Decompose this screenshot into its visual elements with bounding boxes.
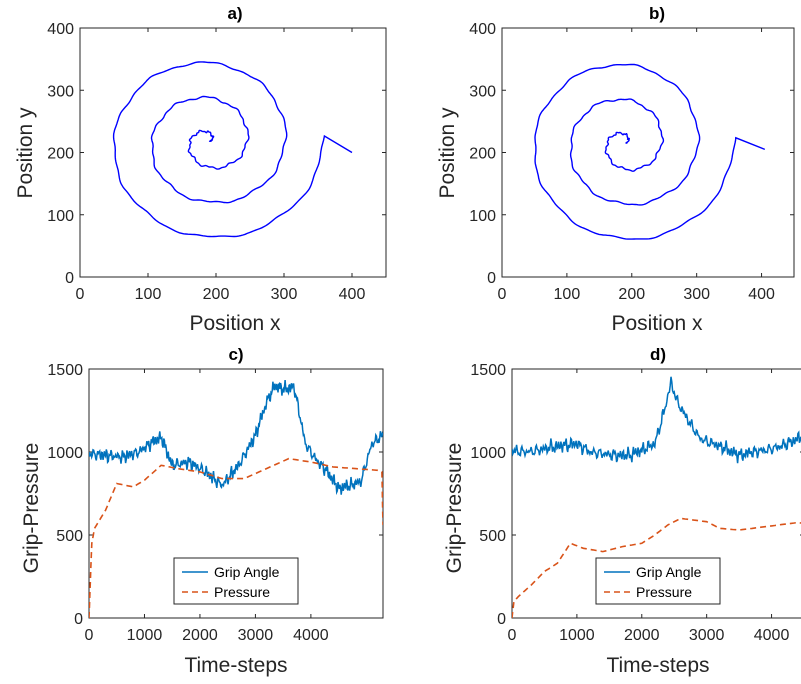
y-tick-label: 0 [497, 611, 506, 628]
panel-d: d) Time-steps Grip-Pressure 0 1000 2000 300… [443, 345, 801, 677]
panel-a-xlabel: Position x [189, 312, 281, 335]
y-tick-label: 0 [74, 611, 83, 628]
panel-b: b) Position x Position y 0 100 200 300 400 0 1… [436, 4, 795, 335]
y-tick-label: 500 [56, 528, 83, 545]
x-tick-label: 2000 [624, 627, 660, 644]
x-tick-label: 200 [618, 286, 645, 303]
axes-box-panel-a [79, 27, 387, 278]
y-tick-label: 200 [47, 146, 74, 163]
y-tick-label: 0 [487, 270, 496, 287]
x-tick-label: 100 [554, 286, 581, 303]
series-pressure [512, 517, 801, 618]
panel-c-xlabel: Time-steps [184, 654, 287, 677]
series-grip-angle [512, 376, 801, 464]
x-tick-label: 100 [135, 286, 162, 303]
x-tick-label: 400 [339, 286, 366, 303]
y-tick-label: 1500 [47, 362, 83, 379]
x-tick-label: 1000 [559, 627, 595, 644]
spiral-trace [112, 61, 353, 238]
x-tick-label: 0 [498, 286, 507, 303]
x-tick-label: 4000 [754, 627, 790, 644]
panel-d-title: d) [650, 345, 666, 364]
panel-b-xlabel: Position x [611, 312, 703, 335]
x-tick-label: 1000 [127, 627, 163, 644]
y-tick-label: 500 [479, 528, 506, 545]
y-tick-label: 0 [65, 270, 74, 287]
series-pressure [89, 457, 383, 618]
y-tick-label: 200 [469, 146, 496, 163]
y-tick-label: 1000 [47, 445, 83, 462]
x-tick-label: 300 [271, 286, 298, 303]
axes-box-panel-d [511, 368, 801, 619]
y-tick-label: 100 [47, 208, 74, 225]
x-tick-label: 4000 [293, 627, 329, 644]
series-grip-angle [89, 380, 383, 496]
x-tick-label: 400 [748, 286, 775, 303]
panel-b-ylabel: Position y [436, 107, 459, 199]
y-tick-label: 300 [469, 83, 496, 100]
spiral-trace [534, 63, 766, 240]
legend-entry: Grip Angle [636, 564, 702, 580]
panel-c: c) Time-steps Grip-Pressure 0 1000 2000 300… [20, 345, 384, 677]
x-tick-label: 3000 [238, 627, 274, 644]
panel-b-title: b) [649, 4, 665, 23]
panel-d-ylabel: Grip-Pressure [443, 443, 466, 574]
panel-a-title: a) [227, 4, 242, 23]
panel-a: a) Position x Position y 0 100 200 300 400 0 1… [14, 4, 387, 335]
x-tick-label: 0 [76, 286, 85, 303]
y-tick-label: 400 [47, 21, 74, 38]
x-tick-label: 2000 [182, 627, 218, 644]
y-tick-label: 1500 [470, 362, 506, 379]
x-tick-label: 0 [508, 627, 517, 644]
x-tick-label: 3000 [689, 627, 725, 644]
x-tick-label: 300 [683, 286, 710, 303]
y-tick-label: 100 [469, 208, 496, 225]
legend-entry: Grip Angle [214, 564, 280, 580]
panel-a-ylabel: Position y [14, 107, 37, 199]
panel-d-xlabel: Time-steps [606, 654, 709, 677]
y-tick-label: 1000 [470, 445, 506, 462]
x-tick-label: 200 [203, 286, 230, 303]
y-tick-label: 300 [47, 83, 74, 100]
legend-entry: Pressure [636, 584, 692, 600]
panel-c-title: c) [228, 345, 243, 364]
y-tick-label: 400 [469, 21, 496, 38]
x-tick-label: 0 [85, 627, 94, 644]
legend-box [173, 557, 299, 605]
axes-box-panel-b [501, 27, 795, 278]
legend-entry: Pressure [214, 584, 270, 600]
panel-c-ylabel: Grip-Pressure [20, 443, 43, 574]
legend-box [595, 557, 721, 605]
